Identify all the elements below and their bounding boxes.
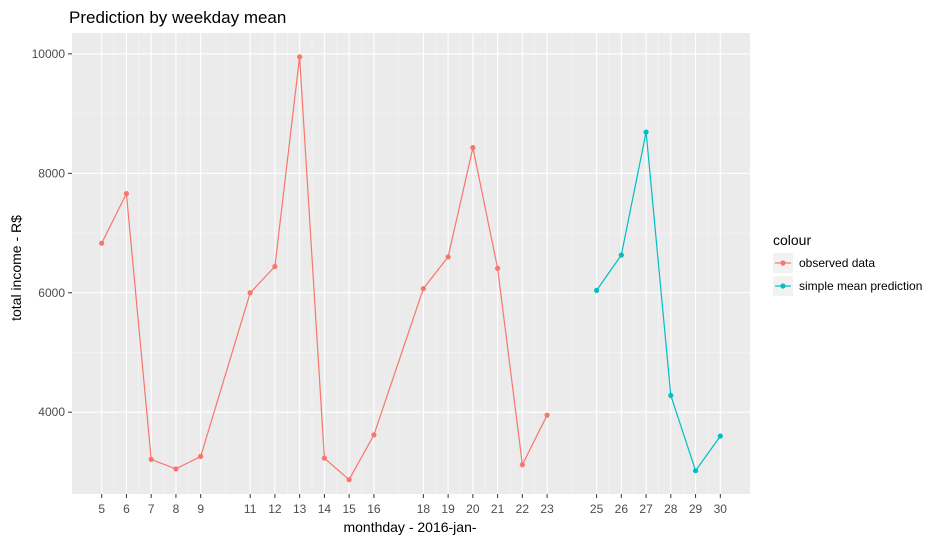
x-tick-label: 30 [714,502,728,516]
data-point [593,287,600,293]
data-point [643,129,649,135]
y-tick-label: 8000 [38,166,65,180]
legend-label: observed data [799,256,875,270]
data-point [445,254,451,260]
data-point [198,453,204,459]
x-tick-label: 12 [268,502,282,516]
x-tick-label: 20 [466,502,480,516]
x-tick-label: 21 [491,502,505,516]
x-tick-label: 11 [244,502,257,516]
series-line [596,131,721,473]
x-tick-label: 5 [98,502,105,516]
legend-key-point [780,260,786,266]
x-tick-label: 22 [516,502,530,516]
data-point [99,240,105,246]
x-tick-label: 25 [590,502,604,516]
data-point [495,265,501,271]
data-point [123,191,130,197]
data-point [470,145,476,151]
y-axis-title: total income - R$ [8,215,24,321]
data-point [346,477,352,483]
x-tick-label: 23 [540,502,554,516]
data-point [247,290,253,296]
y-tick-label: 10000 [32,47,66,61]
chart-title: Prediction by weekday mean [69,8,286,27]
x-tick-label: 18 [417,502,431,516]
x-tick-label: 19 [441,502,455,516]
x-tick-label: 6 [123,502,130,516]
legend-label: simple mean prediction [799,279,922,293]
x-tick-label: 26 [615,502,629,516]
y-axis: 4000 6000 8000 10000 [32,47,72,419]
x-axis: 5 6 7 8 9 11 12 13 14 15 16 18 19 20 21 22 23 25 26 27 28 29 3… [98,494,727,516]
x-tick-label: 28 [664,502,678,516]
x-tick-label: 9 [197,502,204,516]
y-tick-label: 6000 [38,286,65,300]
data-point [717,433,723,439]
data-point [519,462,525,468]
x-tick-label: 13 [293,502,307,516]
data-point [173,466,179,472]
series-layer [99,54,723,483]
data-point [297,54,303,60]
data-point [148,456,154,462]
x-tick-label: 7 [148,502,155,516]
grid-major [72,33,750,494]
x-tick-label: 27 [639,502,653,516]
plot-panel [72,33,750,494]
x-tick-label: 16 [367,502,381,516]
data-point [420,285,426,292]
legend-key-point [780,283,786,289]
data-point [668,392,674,399]
data-point [272,263,278,270]
legend: colour observed data simple mean predicti… [773,232,922,296]
grid-minor [72,33,750,494]
y-tick-label: 4000 [38,405,65,419]
x-tick-label: 14 [318,502,332,516]
data-point [618,252,624,258]
x-tick-label: 29 [689,502,703,516]
data-point [371,432,377,438]
data-point [321,455,327,461]
data-point [544,412,550,418]
x-tick-label: 8 [173,502,180,516]
x-tick-label: 15 [342,502,356,516]
x-axis-title: monthday - 2016-jan- [343,519,476,535]
data-point [692,468,699,474]
legend-title: colour [773,232,811,248]
